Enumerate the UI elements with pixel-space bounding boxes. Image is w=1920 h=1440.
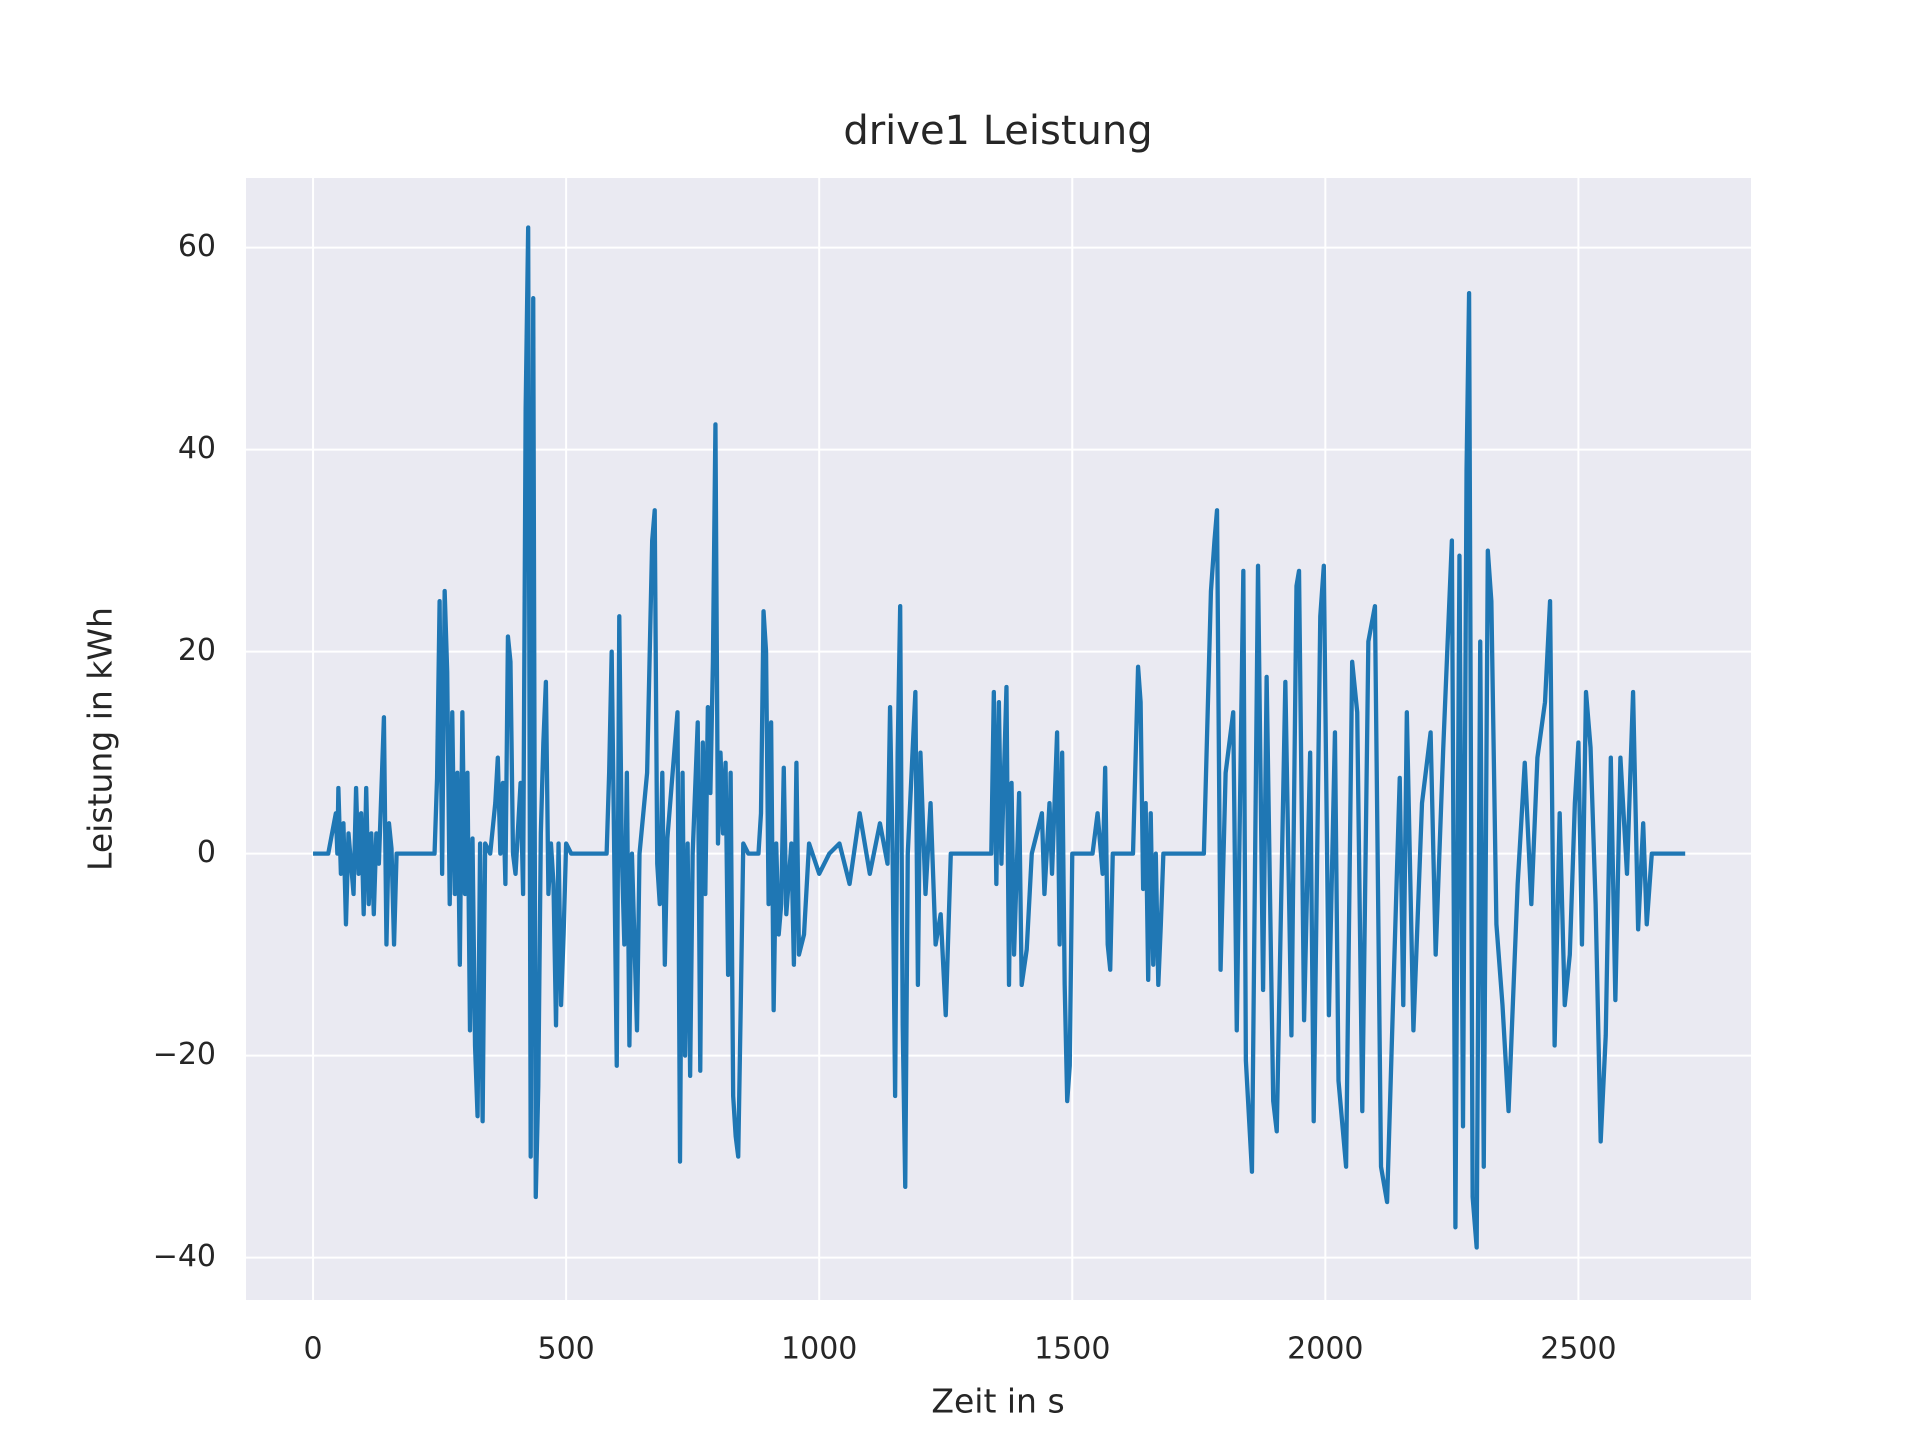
y-tick-label: −20 (153, 1037, 216, 1072)
lines (313, 225, 1686, 1250)
x-axis-label: Zeit in s (931, 1382, 1064, 1421)
y-tick-label: −40 (153, 1239, 216, 1274)
y-tick-label: 60 (178, 229, 216, 264)
labels: 0 500 1000 1500 2000 2500 −40 −20 0 20 40 60 (153, 229, 1617, 1366)
x-tick-label: 2000 (1287, 1332, 1363, 1367)
y-tick-label: 20 (178, 633, 216, 668)
y-axis-label: Leistung in kWh (81, 607, 120, 871)
data-line (313, 225, 1686, 1250)
x-tick-label: 500 (537, 1332, 594, 1367)
grid (246, 178, 1751, 1300)
x-tick-label: 2500 (1540, 1332, 1616, 1367)
chart-title: drive1 Leistung (843, 108, 1152, 154)
y-tick-label: 40 (178, 431, 216, 466)
x-tick-label: 1500 (1034, 1332, 1110, 1367)
y-tick-label: 0 (197, 835, 216, 870)
x-tick-label: 1000 (781, 1332, 857, 1367)
x-tick-label: 0 (304, 1332, 323, 1367)
